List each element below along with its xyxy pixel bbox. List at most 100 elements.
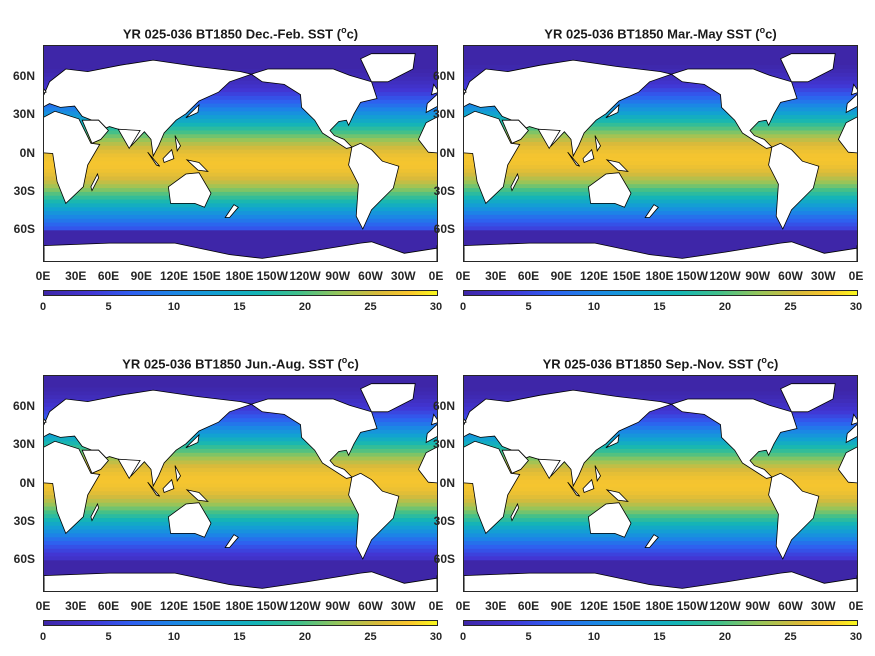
sst-band — [44, 103, 437, 108]
landmass-sumatra — [147, 151, 161, 167]
sst-band — [464, 510, 857, 515]
sst-band — [464, 218, 857, 224]
lon-label: 120W — [289, 269, 321, 283]
landmass-indochina_islands — [174, 135, 181, 153]
landmass-arabia — [81, 449, 109, 474]
sst-band — [44, 533, 437, 538]
lon-label: 0E — [848, 599, 864, 613]
panel-title-text: YR 025-036 BT1850 Dec.-Feb. SST ( — [122, 26, 342, 42]
sst-band — [44, 65, 437, 70]
panel-title: YR 025-036 BT1850 Sep.-Nov. SST (oc) — [463, 355, 858, 371]
lon-label: 0E — [428, 269, 444, 283]
landmass-namerica — [670, 398, 798, 479]
sst-band — [464, 76, 857, 82]
lon-label: 30E — [485, 269, 507, 283]
landmass-newzealand — [224, 204, 239, 218]
sst-band — [464, 568, 857, 573]
landmass-africa — [417, 446, 437, 484]
sst-band — [464, 245, 857, 250]
sst-band — [464, 203, 857, 208]
lat-label: 60N — [12, 69, 35, 83]
colorbar-tick-label: 30 — [849, 301, 863, 313]
landmass-madagascar — [90, 172, 100, 192]
sst-band — [464, 514, 857, 519]
sst-band — [464, 172, 857, 178]
sst-band — [44, 387, 437, 392]
lon-label: 0E — [35, 599, 51, 613]
sst-band — [44, 84, 437, 89]
colorbar-tick-label: 25 — [364, 301, 377, 313]
sst-band — [44, 560, 437, 565]
sst-band — [44, 161, 437, 166]
sst-map — [463, 375, 858, 592]
sst-band — [464, 464, 857, 469]
sst-band — [44, 506, 437, 511]
lat-label: 60S — [13, 552, 35, 566]
panel-title-unit-superscript: o — [761, 355, 767, 365]
panel-title-text: YR 025-036 BT1850 Sep.-Nov. SST ( — [542, 356, 762, 372]
landmass-uk — [44, 418, 47, 424]
sst-map-svg — [44, 376, 437, 591]
landmass-africa — [417, 116, 437, 154]
lon-label: 90W — [325, 269, 351, 283]
sst-band — [464, 383, 857, 389]
lon-label: 150W — [676, 599, 708, 613]
colorbar-tick-label: 5 — [525, 631, 532, 643]
sst-band — [44, 579, 437, 584]
sst-band — [464, 115, 857, 120]
lat-label: 30N — [432, 107, 455, 121]
sst-band — [464, 57, 857, 62]
lon-label: 120W — [709, 599, 741, 613]
lon-label: 90E — [130, 599, 152, 613]
lon-label: 60E — [97, 269, 120, 283]
lon-label: 90E — [130, 269, 152, 283]
lon-label: 150E — [192, 599, 221, 613]
sst-band — [44, 138, 437, 143]
sst-band — [464, 103, 857, 108]
landmass-japan — [185, 433, 200, 449]
lat-label: 60N — [432, 399, 455, 413]
sst-band — [44, 544, 437, 550]
sst-band — [44, 491, 437, 496]
landmass-africa — [44, 110, 101, 205]
sst-band — [464, 579, 857, 584]
landmass-africa — [837, 446, 857, 484]
colorbar — [43, 290, 438, 296]
sst-band — [44, 552, 437, 557]
colorbar-tick-label: 10 — [167, 301, 181, 313]
sst-band — [44, 203, 437, 208]
sst-band — [44, 445, 437, 450]
sst-map-svg — [464, 376, 857, 591]
landmass-newzealand — [644, 534, 659, 548]
sst-band — [44, 433, 437, 438]
sst-band — [44, 88, 437, 93]
sst-band — [44, 118, 437, 124]
landmass-samerica — [348, 472, 400, 560]
sst-band — [464, 468, 857, 473]
landmass-uk — [430, 83, 437, 96]
sst-band — [44, 80, 437, 85]
lon-label: 120E — [579, 269, 609, 283]
sst-band — [44, 95, 437, 101]
sst-band — [44, 410, 437, 415]
colorbar-tick-label: 30 — [849, 631, 863, 643]
colorbar-tick-label: 5 — [525, 301, 532, 313]
sst-band — [44, 383, 437, 389]
landmass-india — [537, 128, 561, 150]
sst-band — [44, 61, 437, 66]
colorbar — [463, 620, 858, 626]
sst-band — [44, 487, 437, 492]
sst-band — [464, 92, 857, 97]
sst-band — [464, 80, 857, 85]
sst-band — [464, 145, 857, 151]
lon-label: 30E — [65, 599, 87, 613]
sst-band — [44, 456, 437, 461]
landmass-europe_asia — [845, 93, 857, 114]
lon-label: 180E — [645, 269, 674, 283]
lon-label: 60E — [517, 269, 540, 283]
sst-band — [464, 487, 857, 492]
sst-band — [44, 575, 437, 580]
sst-band — [464, 234, 857, 239]
sst-band — [464, 498, 857, 504]
landmass-indochina_islands — [594, 135, 601, 153]
